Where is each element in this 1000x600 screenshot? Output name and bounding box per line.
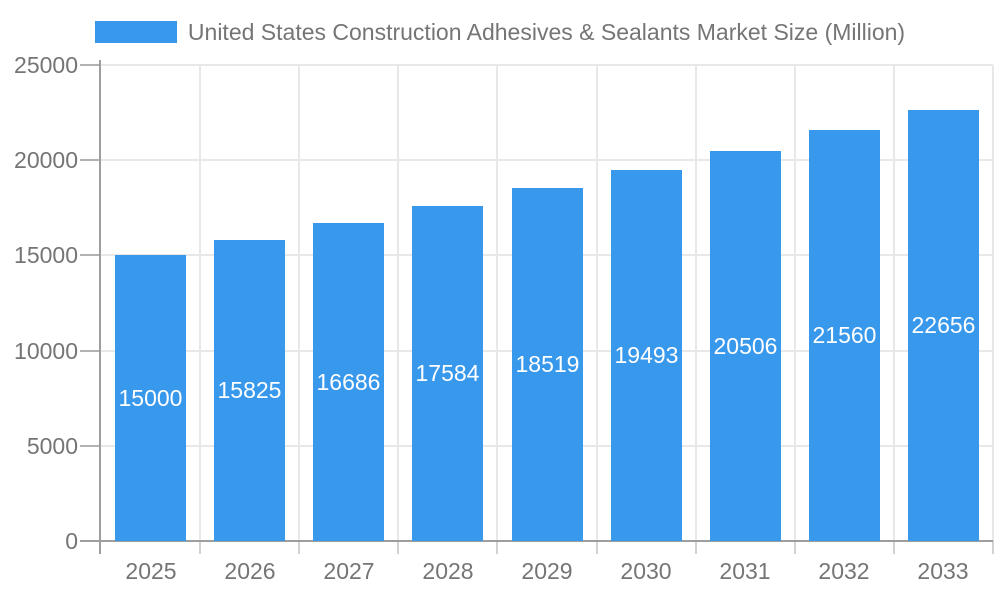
bar-2025[interactable]: 15000 <box>115 255 186 541</box>
y-axis-label-15000: 15000 <box>14 242 78 268</box>
v-gridline <box>794 65 796 541</box>
x-tick-mark <box>794 541 796 554</box>
v-gridline <box>992 65 994 541</box>
y-axis-line <box>99 60 101 554</box>
bar-value-label-2033: 22656 <box>911 312 976 338</box>
bar-2032[interactable]: 21560 <box>809 130 880 541</box>
bar-2033[interactable]: 22656 <box>908 110 979 541</box>
y-tick-mark <box>80 159 101 161</box>
bar-value-label-2027: 16686 <box>316 368 381 395</box>
bar-value-label-2030: 19493 <box>614 342 679 368</box>
bar-2028[interactable]: 17584 <box>412 206 483 541</box>
x-axis-line <box>80 540 993 542</box>
x-tick-mark <box>199 541 201 554</box>
y-tick-mark <box>80 64 101 66</box>
x-tick-mark <box>496 541 498 554</box>
h-gridline <box>101 64 993 66</box>
v-gridline <box>397 65 399 541</box>
x-tick-mark <box>596 541 598 554</box>
v-gridline <box>298 65 300 541</box>
v-gridline <box>695 65 697 541</box>
x-axis-label-2031: 2031 <box>719 558 771 584</box>
x-tick-mark <box>992 541 994 554</box>
bar-2026[interactable]: 15825 <box>214 240 285 541</box>
x-tick-mark <box>893 541 895 554</box>
x-axis-label-2027: 2027 <box>323 558 375 584</box>
bar-value-label-2032: 21560 <box>812 322 877 348</box>
bar-value-label-2028: 17584 <box>415 360 480 386</box>
legend: United States Construction Adhesives & S… <box>0 16 1000 48</box>
y-tick-mark <box>80 445 101 447</box>
x-axis-label-2025: 2025 <box>125 558 177 584</box>
chart-title: United States Construction Adhesives & S… <box>187 19 906 45</box>
v-gridline <box>596 65 598 541</box>
x-axis-label-2030: 2030 <box>620 558 672 584</box>
v-gridline <box>199 65 201 541</box>
h-gridline <box>101 159 993 161</box>
bar-2031[interactable]: 20506 <box>710 151 781 541</box>
bar-2027[interactable]: 16686 <box>313 223 384 541</box>
y-axis-label-25000: 25000 <box>14 52 78 78</box>
y-tick-mark <box>80 350 101 352</box>
y-axis-label-5000: 5000 <box>26 433 78 459</box>
x-axis-label-2033: 2033 <box>917 558 969 584</box>
legend-item[interactable]: United States Construction Adhesives & S… <box>94 18 906 46</box>
x-tick-mark <box>397 541 399 554</box>
x-axis-label-2028: 2028 <box>422 558 474 584</box>
y-axis-label-20000: 20000 <box>14 147 78 173</box>
y-axis-label-10000: 10000 <box>14 338 78 364</box>
bar-2030[interactable]: 19493 <box>611 170 682 541</box>
bar-2029[interactable]: 18519 <box>512 188 583 541</box>
legend-swatch-icon <box>94 21 177 43</box>
bar-value-label-2031: 20506 <box>713 332 778 359</box>
x-tick-mark <box>695 541 697 554</box>
y-tick-mark <box>80 254 101 256</box>
x-axis-label-2026: 2026 <box>224 558 276 584</box>
bar-value-label-2025: 15000 <box>118 384 183 411</box>
bar-value-label-2029: 18519 <box>515 351 580 377</box>
v-gridline <box>893 65 895 541</box>
bar-value-label-2026: 15825 <box>217 377 282 403</box>
v-gridline <box>496 65 498 541</box>
x-axis-label-2032: 2032 <box>818 558 870 584</box>
x-axis-label-2029: 2029 <box>521 558 573 584</box>
x-tick-mark <box>298 541 300 554</box>
y-axis-label-0: 0 <box>65 528 78 554</box>
